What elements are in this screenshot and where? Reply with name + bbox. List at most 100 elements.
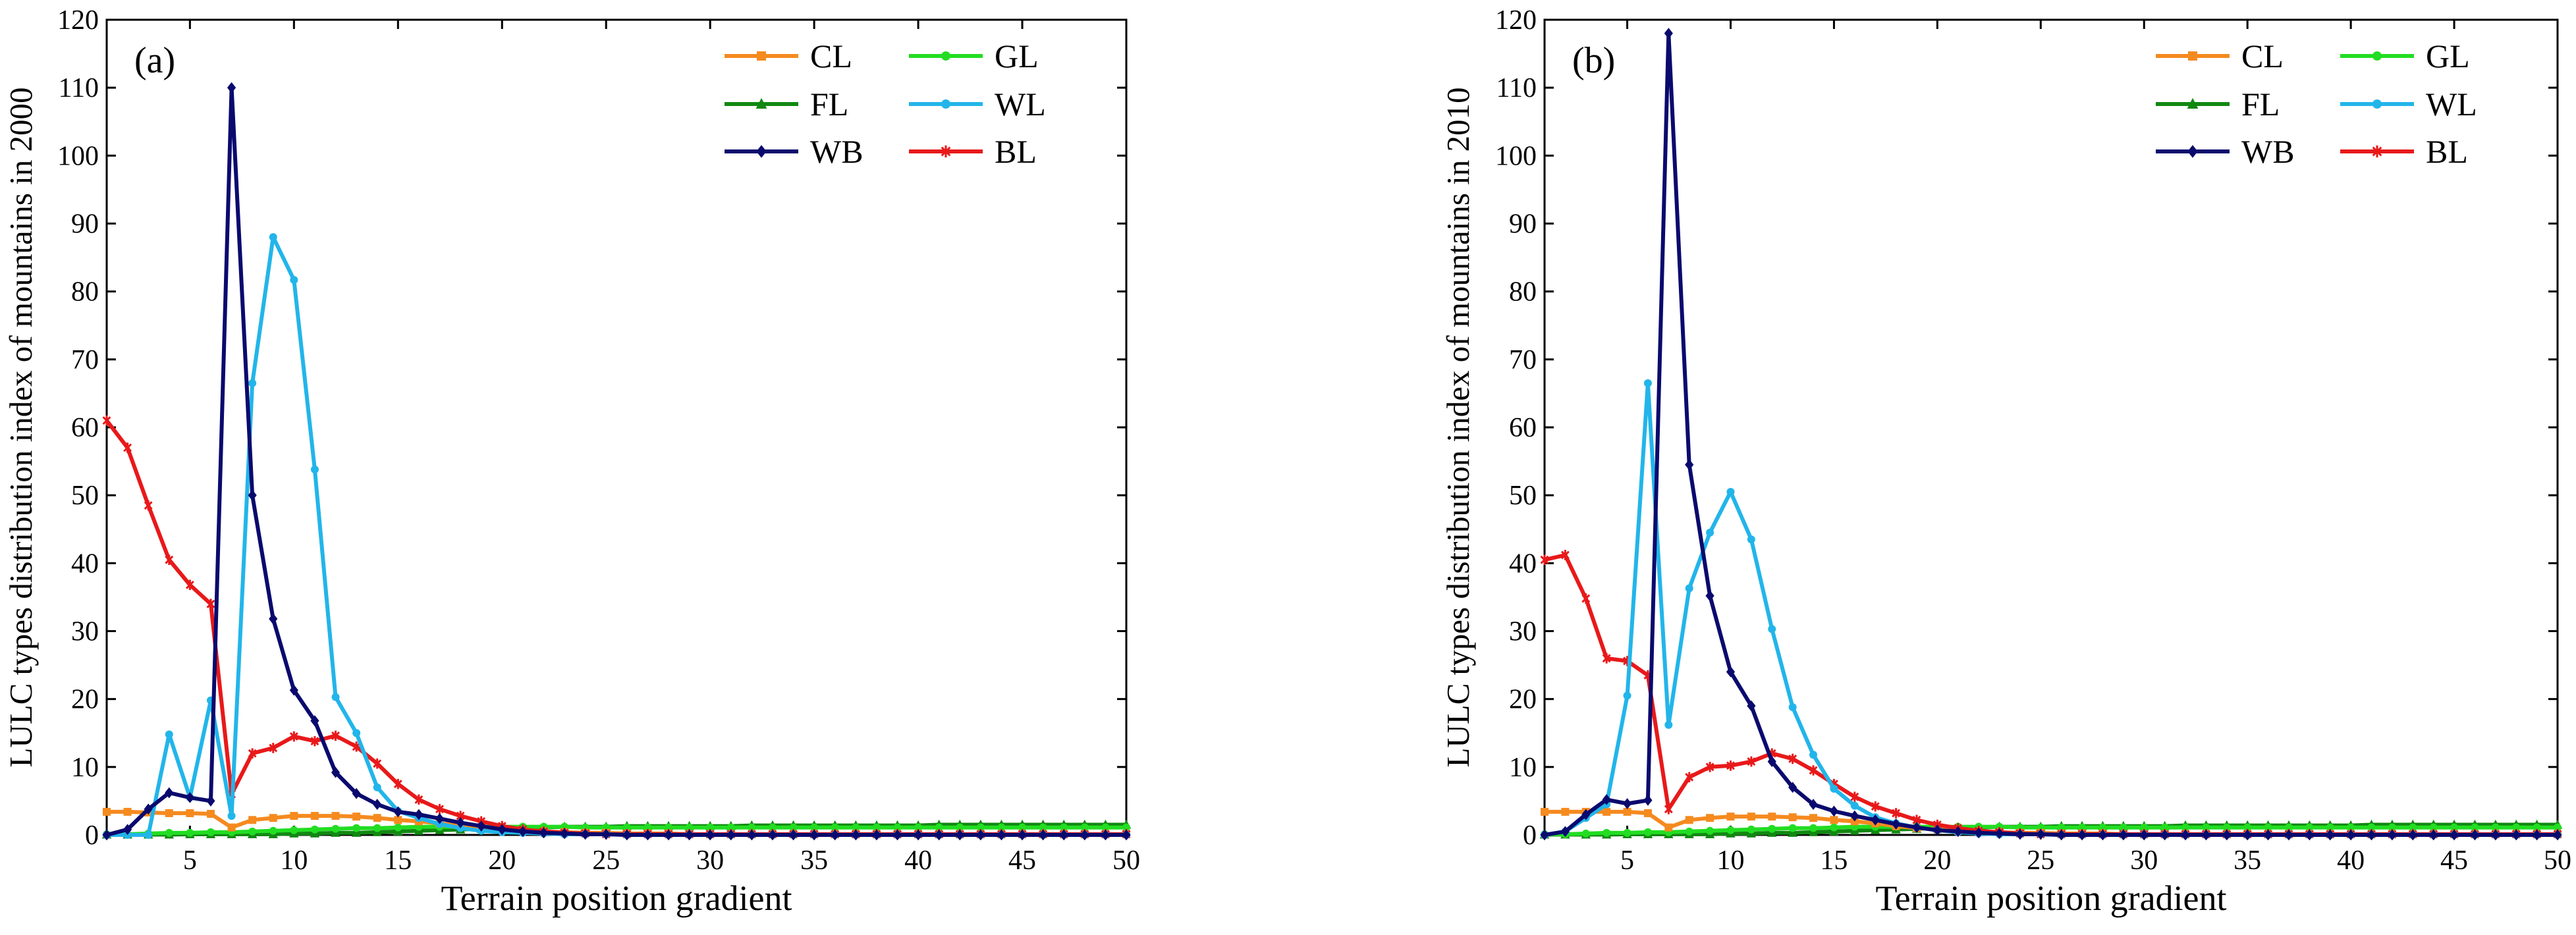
data-point-wb: [2533, 829, 2542, 841]
data-point-wb: [2160, 829, 2170, 841]
data-point-cl: [1685, 816, 1693, 824]
data-point-gl: [997, 823, 1006, 832]
y-tick-label: 80: [71, 277, 99, 307]
data-point-gl: [2181, 823, 2190, 832]
data-point-wb: [1932, 824, 1942, 836]
data-point-wl: [352, 729, 361, 737]
data-point-wl: [1768, 625, 1776, 633]
data-point-wb: [2305, 829, 2314, 841]
series-line-wb: [1544, 31, 2558, 837]
data-point-wl: [227, 812, 236, 820]
data-point-wb: [622, 829, 632, 841]
data-point-wb: [165, 787, 174, 799]
data-point-gl: [373, 824, 381, 832]
legend-label-bl: BL: [995, 133, 1037, 170]
data-point-wb: [1788, 782, 1797, 793]
panel-label: (a): [134, 40, 175, 81]
data-point-gl: [186, 828, 194, 837]
data-point-gl: [914, 823, 923, 832]
data-point-wb: [664, 829, 673, 841]
data-point-gl: [394, 823, 402, 832]
data-point-wb: [539, 827, 549, 839]
legend-item-bl: BL: [909, 133, 1037, 170]
data-point-bl: [1581, 593, 1591, 604]
data-point-gl: [2326, 823, 2334, 832]
data-point-gl: [2491, 823, 2500, 832]
data-point-wb: [435, 813, 445, 824]
data-point-wb: [2408, 829, 2417, 841]
y-tick-label: 50: [1509, 481, 1537, 511]
data-point-wl: [1643, 379, 1652, 387]
data-point-wb: [2222, 829, 2232, 841]
data-point-wb: [2553, 829, 2562, 841]
x-tick-label: 5: [183, 845, 197, 876]
data-point-wb: [2429, 829, 2438, 841]
data-point-cl: [290, 812, 298, 820]
data-point-gl: [644, 823, 652, 832]
data-point-gl: [2098, 823, 2107, 832]
y-tick-label: 30: [1509, 617, 1537, 647]
y-tick-label: 40: [71, 548, 99, 579]
data-point-gl: [290, 826, 298, 834]
data-point-wb: [2015, 828, 2025, 840]
x-tick-label: 35: [2233, 845, 2261, 876]
data-point-gl: [2450, 823, 2459, 832]
x-tick-label: 50: [2544, 845, 2571, 876]
data-point-gl: [831, 823, 839, 832]
data-point-bl: [1705, 762, 1714, 772]
legend-item-cl: CL: [725, 38, 852, 74]
data-point-wb: [1850, 810, 1859, 822]
data-point-wb: [1705, 590, 1714, 602]
data-point-wb: [809, 829, 819, 841]
data-point-cl: [394, 816, 402, 824]
data-point-wb: [1101, 829, 1110, 841]
series-wb: [102, 82, 1131, 841]
y-tick-label: 100: [1495, 141, 1537, 171]
data-point-cl: [352, 813, 361, 821]
plot-frame: [1543, 18, 2559, 836]
legend-item-gl: GL: [909, 38, 1039, 74]
chart-panel-a: 0 10 20 30 40 50 60 70 80 90 100 110 120 5 10 15 20 25 30 3…: [3, 5, 1140, 918]
data-point-wb: [872, 829, 881, 841]
data-point-bl: [206, 599, 215, 610]
data-point-fl: [1788, 828, 1797, 837]
data-point-gl: [768, 823, 777, 832]
series-bl: [1540, 550, 2562, 840]
data-point-bl: [123, 442, 132, 453]
data-point-wb: [684, 829, 694, 841]
legend-item-gl: GL: [2340, 38, 2470, 74]
data-point-wb: [331, 766, 341, 778]
legend-item-bl: BL: [2340, 133, 2468, 170]
data-point-bl: [1892, 808, 1901, 818]
data-point-cl: [1830, 816, 1838, 824]
y-tick-label: 120: [1495, 5, 1537, 36]
legend-label-cl: CL: [2241, 38, 2284, 74]
data-point-wb: [1974, 827, 1983, 839]
data-point-cl: [1603, 807, 1611, 816]
series-wl: [1541, 379, 2562, 839]
data-point-wb: [955, 829, 964, 841]
data-point-cl: [103, 807, 111, 816]
data-point-wl: [331, 693, 340, 701]
data-point-wb: [352, 788, 361, 799]
data-point-gl: [2078, 823, 2087, 832]
y-tick-label: 60: [1509, 413, 1537, 443]
data-point-wb: [851, 829, 860, 841]
y-tick-label: 10: [1509, 753, 1537, 783]
data-point-wb: [102, 829, 111, 841]
x-tick-label: 45: [1008, 845, 1036, 876]
data-point-wl: [1685, 584, 1693, 593]
data-point-gl: [1706, 826, 1714, 835]
data-point-wb: [1685, 459, 1694, 471]
series-bl: [102, 415, 1131, 840]
legend: CL GL FL WL WB BL: [725, 38, 1046, 170]
data-point-wb: [601, 828, 611, 840]
data-point-cl: [1747, 813, 1755, 821]
x-tick-label: 30: [2130, 845, 2158, 876]
data-point-bl: [1664, 804, 1673, 815]
y-tick-label: 110: [59, 73, 99, 103]
data-point-cl: [1643, 809, 1652, 817]
data-point-cl: [1809, 814, 1818, 822]
data-point-bl: [289, 731, 298, 742]
data-point-gl: [1122, 823, 1130, 832]
